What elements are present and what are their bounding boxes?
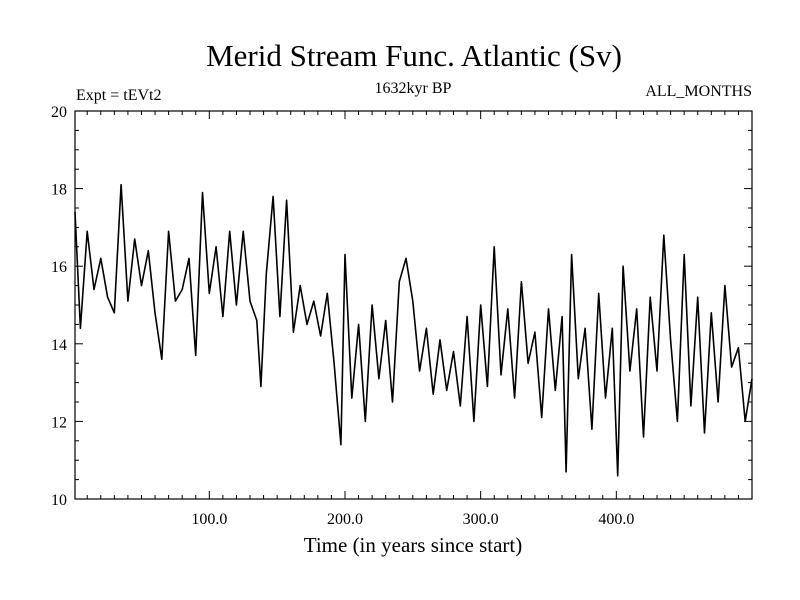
period-label: 1632kyr BP xyxy=(375,80,452,97)
months-label: ALL_MONTHS xyxy=(645,83,752,100)
experiment-label: Expt = tEVt2 xyxy=(76,87,161,104)
x-tick-label: 400.0 xyxy=(598,511,634,528)
x-tick-label: 300.0 xyxy=(463,511,499,528)
x-tick-labels: 100.0 200.0 300.0 400.0 xyxy=(191,511,634,528)
x-axis-label: Time (in years since start) xyxy=(304,533,523,557)
y-tick-label: 10 xyxy=(51,492,67,509)
y-tick-label: 16 xyxy=(51,259,67,276)
chart-title: Merid Stream Func. Atlantic (Sv) xyxy=(206,38,622,73)
y-tick-label: 18 xyxy=(51,182,67,199)
y-tick-label: 20 xyxy=(51,104,67,121)
y-tick-label: 14 xyxy=(51,337,67,354)
y-tick-labels: 10 12 14 16 18 20 xyxy=(51,104,67,509)
x-tick-label: 200.0 xyxy=(327,511,363,528)
y-tick-label: 12 xyxy=(51,414,67,431)
series-line xyxy=(74,183,753,477)
plot-frame xyxy=(74,110,753,500)
x-tick-label: 100.0 xyxy=(191,511,227,528)
axis-ticks xyxy=(75,111,752,499)
